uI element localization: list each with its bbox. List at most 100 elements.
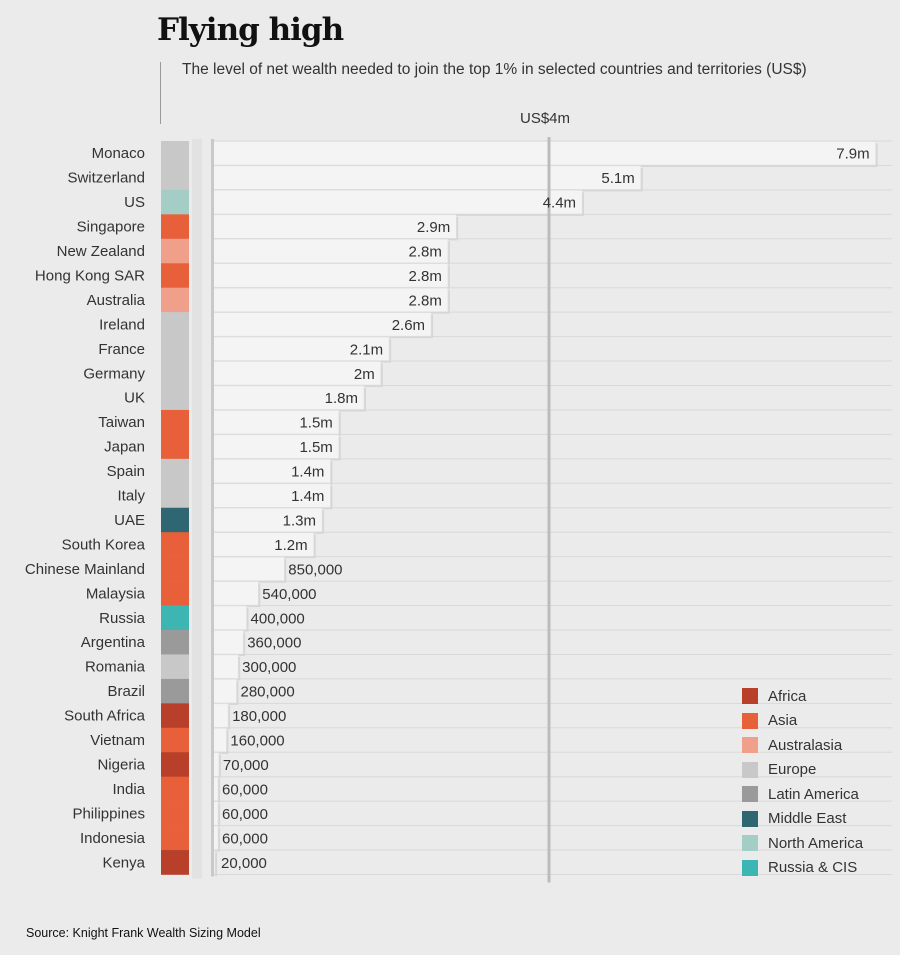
value-label: 280,000 bbox=[240, 684, 294, 701]
country-label: Hong Kong SAR bbox=[35, 267, 145, 284]
legend-item: Latin America bbox=[742, 782, 863, 807]
bar bbox=[212, 727, 227, 753]
legend-swatch bbox=[742, 712, 758, 729]
country-label: Singapore bbox=[77, 219, 145, 236]
value-label: 2.1m bbox=[350, 341, 383, 358]
country-label: Germany bbox=[83, 365, 145, 382]
region-swatch bbox=[161, 312, 189, 337]
value-label: 1.4m bbox=[291, 464, 324, 481]
region-swatch bbox=[161, 752, 189, 777]
country-label: UK bbox=[124, 390, 145, 407]
bar bbox=[212, 556, 285, 581]
value-label: 2m bbox=[354, 366, 375, 383]
legend-item: Asia bbox=[742, 709, 863, 734]
chart-subtitle: The level of net wealth needed to join t… bbox=[182, 61, 807, 78]
value-label: 2.8m bbox=[408, 268, 441, 285]
value-label: 1.8m bbox=[325, 390, 358, 407]
country-label: Japan bbox=[104, 439, 145, 456]
value-label: 60,000 bbox=[222, 781, 268, 798]
bar bbox=[212, 703, 229, 728]
region-swatch bbox=[161, 703, 189, 729]
value-label: 2.8m bbox=[408, 244, 441, 261]
country-label: Malaysia bbox=[86, 585, 146, 602]
region-swatch bbox=[161, 801, 189, 826]
country-label: Chinese Mainland bbox=[25, 561, 145, 578]
reference-line-label: US$4m bbox=[520, 110, 571, 127]
region-swatch bbox=[161, 581, 189, 606]
legend-label: Russia & CIS bbox=[768, 859, 858, 877]
region-swatch bbox=[161, 630, 189, 655]
region-swatch bbox=[161, 776, 189, 802]
value-label: 1.5m bbox=[299, 415, 332, 432]
region-swatch bbox=[161, 605, 189, 631]
region-swatch bbox=[161, 263, 189, 288]
bar bbox=[212, 190, 583, 215]
country-label: Australia bbox=[87, 292, 146, 309]
region-swatch bbox=[161, 850, 189, 875]
value-label: 4.4m bbox=[543, 195, 576, 212]
value-label: 1.3m bbox=[283, 512, 316, 529]
reference-line bbox=[547, 137, 551, 883]
bar bbox=[212, 679, 237, 704]
bar bbox=[212, 141, 876, 166]
legend-item: North America bbox=[742, 831, 863, 856]
subtitle-rule bbox=[160, 62, 161, 124]
legend-swatch bbox=[742, 688, 758, 705]
legend-swatch bbox=[742, 761, 758, 778]
country-label: India bbox=[112, 781, 145, 798]
region-swatch bbox=[161, 483, 189, 509]
region-swatch bbox=[161, 678, 189, 704]
country-label: US bbox=[124, 194, 145, 211]
country-label: Italy bbox=[117, 488, 145, 505]
country-label: New Zealand bbox=[57, 243, 145, 260]
bar bbox=[212, 630, 244, 655]
zero-axis-line bbox=[211, 139, 214, 877]
country-label: South Korea bbox=[62, 536, 146, 553]
legend-label: Asia bbox=[768, 712, 798, 730]
legend-item: Europe bbox=[742, 758, 863, 783]
legend-swatch bbox=[742, 810, 758, 827]
region-swatch bbox=[161, 507, 189, 533]
country-label: South Africa bbox=[64, 708, 146, 725]
region-swatch bbox=[161, 141, 189, 166]
value-label: 540,000 bbox=[262, 586, 316, 603]
country-label: Taiwan bbox=[98, 414, 145, 431]
region-swatch bbox=[161, 458, 189, 484]
legend-label: Middle East bbox=[768, 810, 847, 828]
legend-item: Australasia bbox=[742, 733, 863, 758]
country-label: Spain bbox=[107, 463, 145, 480]
region-swatch bbox=[161, 238, 189, 264]
value-label: 360,000 bbox=[247, 635, 301, 652]
region-swatch bbox=[161, 287, 189, 313]
value-label: 160,000 bbox=[230, 733, 284, 750]
value-label: 300,000 bbox=[242, 659, 296, 676]
region-swatch bbox=[161, 727, 189, 753]
country-label: Vietnam bbox=[90, 732, 145, 749]
legend-label: Australasia bbox=[768, 736, 843, 754]
region-swatch bbox=[161, 532, 189, 557]
value-label: 180,000 bbox=[232, 708, 286, 725]
bar bbox=[212, 581, 259, 606]
axis-shadow bbox=[192, 139, 202, 879]
region-swatch bbox=[161, 654, 189, 680]
legend-label: Africa bbox=[768, 687, 807, 705]
legend-item: Africa bbox=[742, 684, 863, 709]
value-label: 7.9m bbox=[836, 146, 869, 163]
region-swatch bbox=[161, 385, 189, 411]
legend-swatch bbox=[742, 859, 758, 876]
country-label: UAE bbox=[114, 512, 145, 529]
legend-item: Middle East bbox=[742, 807, 863, 832]
country-label: Monaco bbox=[92, 145, 145, 162]
country-label: Ireland bbox=[99, 316, 145, 333]
country-label: Brazil bbox=[107, 683, 145, 700]
value-label: 2.9m bbox=[417, 219, 450, 236]
country-label: France bbox=[98, 341, 145, 358]
country-label: Romania bbox=[85, 659, 146, 676]
source-note: Source: Knight Frank Wealth Sizing Model bbox=[26, 926, 261, 940]
region-swatch bbox=[161, 214, 189, 240]
region-legend: Africa Asia Australasia Europe Latin America… bbox=[742, 684, 863, 880]
region-swatch bbox=[161, 409, 189, 435]
value-label: 1.4m bbox=[291, 488, 324, 505]
value-label: 1.5m bbox=[299, 439, 332, 456]
value-label: 2.8m bbox=[408, 292, 441, 309]
